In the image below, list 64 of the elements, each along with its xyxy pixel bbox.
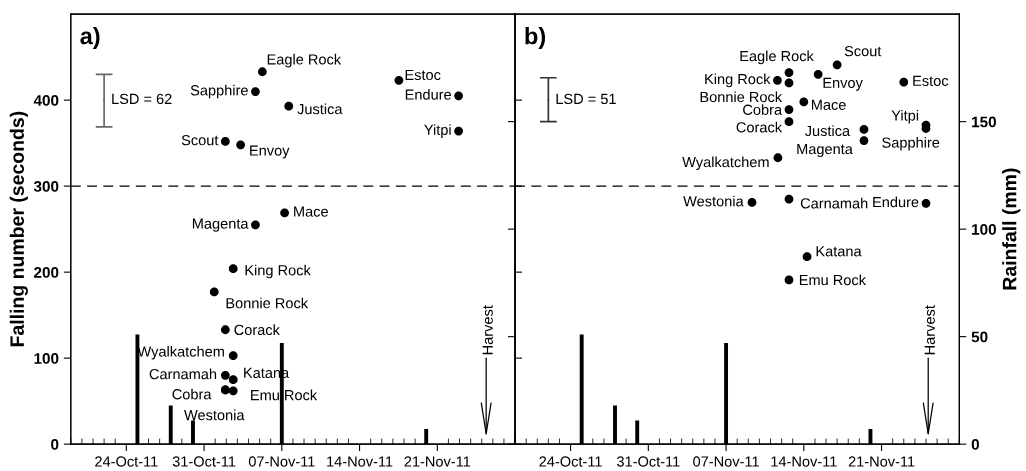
y2-axis-title: Rainfall (mm) [1002,168,1021,290]
annotation: Carnamah [800,197,868,209]
y2-tick-label: 0 [971,439,979,450]
annotation: Endure [405,89,452,100]
x-tick-label: 14-Nov-11 [327,456,393,467]
annotation: Wyalkatchem [682,156,769,171]
annotation: Harvest [482,305,493,355]
annotation: King Rock [705,73,771,88]
annotation: Westonia [184,409,245,421]
annotation: Envoy [250,145,290,159]
annotation: King Rock [245,264,311,279]
y-axis-title: Falling number (seconds) [9,111,28,347]
annotation: Estoc [913,75,949,86]
annotation: Justica [804,125,851,137]
annotation: Scout [844,45,882,57]
annotation: Scout [181,135,219,146]
annotation: Katana [816,246,862,257]
annotation: Sapphire [882,137,940,151]
annotation: Sapphire [190,84,248,99]
annotation: Corack [736,121,783,133]
annotation: Magenta [797,144,853,158]
x-tick-label: 14-Nov-11 [771,456,837,467]
y-tick-label: 0 [51,439,59,450]
x-tick-label: 21-Nov-11 [848,456,915,467]
y-tick-label: 100 [34,353,59,364]
annotation: Envoy [823,77,863,91]
annotation: Justica [297,103,343,115]
annotation: Harvest [924,305,935,355]
annotation: Emu Rock [251,389,318,401]
x-tick-label: 24-Oct-11 [539,456,602,467]
annotation: Eagle Rock [740,50,814,65]
annotation: Estoc [405,69,441,81]
x-tick-label: 31-Oct-11 [172,456,236,467]
x-tick-label: 07-Nov-11 [693,456,759,467]
annotation: Yitpi [891,109,919,124]
annotation: Wyalkatchem [137,345,224,360]
text: a) [80,27,100,50]
annotation: Cobra [743,104,783,115]
annotation: Corack [234,324,280,336]
annotation: Endure [873,196,919,208]
y2-tick-label: 100 [972,224,996,235]
annotation: LSD = 62 [112,93,172,105]
x-tick-label: 31-Oct-11 [617,456,680,467]
y2-tick-label: 50 [971,331,988,343]
annotation: LSD = 51 [556,93,616,105]
x-tick-label: 21-Nov-11 [404,456,471,467]
y2-tick-label: 150 [972,116,996,128]
x-tick-label: 24-Oct-11 [95,456,158,467]
y-tick-label: 200 [34,267,59,278]
annotation: Mace [811,99,846,110]
annotation: Emu Rock [799,274,867,286]
annotation: Westonia [683,195,744,207]
x-tick-label: 07-Nov-11 [248,456,315,467]
annotation: Magenta [192,218,249,232]
y-tick-label: 400 [33,95,59,106]
annotation: Mace [294,206,328,217]
annotation: Bonnie Rock [226,297,309,309]
annotation: Yitpi [424,124,451,138]
annotation: Cobra [172,388,212,400]
annotation: Carnamah [149,368,217,380]
y-tick-label: 300 [33,181,59,192]
annotation: Eagle Rock [267,53,342,68]
annotation: Bonnie Rock [700,91,783,103]
text: b) [525,27,546,50]
